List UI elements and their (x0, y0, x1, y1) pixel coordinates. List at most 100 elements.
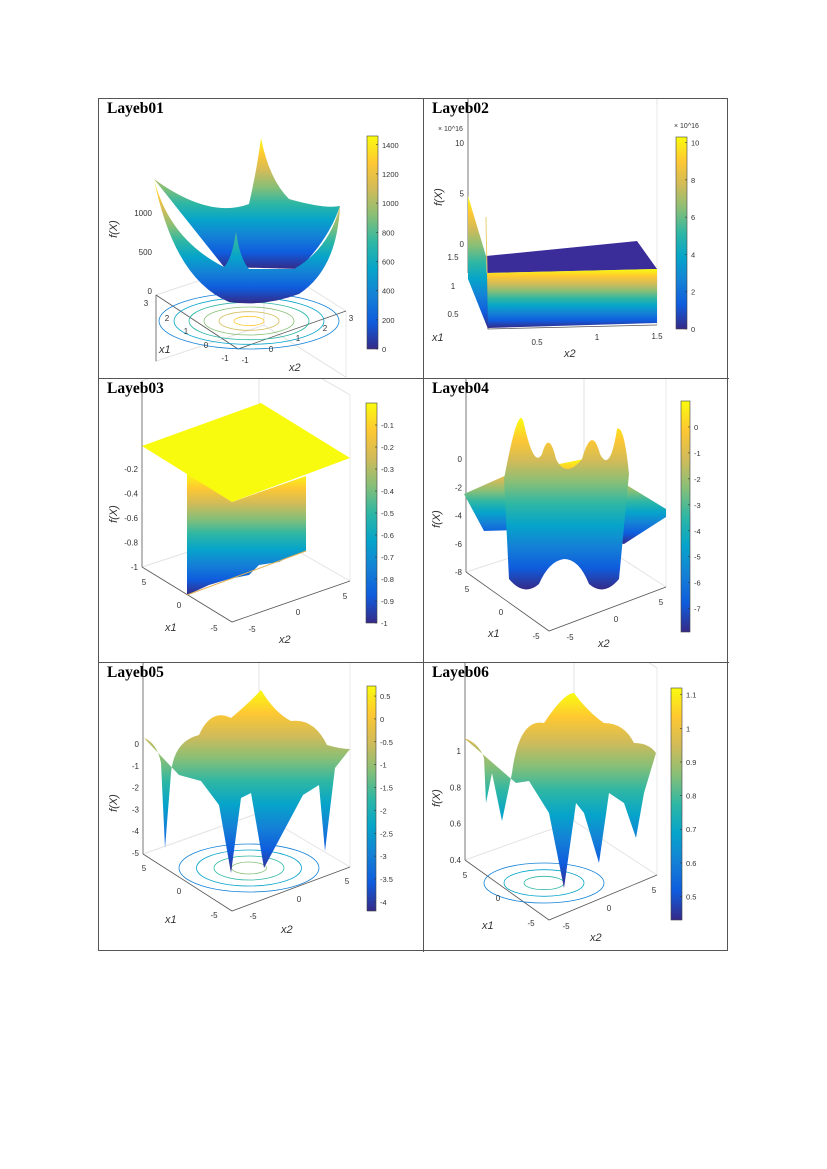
z-tick-label: 1000 (134, 209, 152, 218)
x2-tick-label: 3 (349, 314, 354, 323)
colorbar-tick-label: -0.4 (381, 487, 394, 496)
colorbar-tick-label: 0.5 (686, 892, 696, 901)
grid-top-back (648, 663, 658, 669)
x2-tick-label: 5 (652, 886, 657, 895)
x2-tick-label: 1.5 (651, 332, 663, 341)
colorbar-tick-label: 0 (382, 345, 386, 354)
x1-tick-label: 0 (177, 601, 182, 610)
colorbar-tick-label: -3 (380, 852, 387, 861)
surface-front (154, 179, 340, 304)
plot-layeb06: 1 0.8 0.6 0.4 f(X) 5 0 -5 -5 0 5 x1 x2 1.1 1 0.9 0.8 0.7 0… (431, 663, 696, 944)
z-tick-label: 0 (458, 455, 463, 464)
x2-axis-label: x2 (563, 348, 576, 360)
colorbar-tick-label: -2 (380, 806, 387, 815)
colorbar-tick-label: 0.5 (380, 692, 390, 701)
panel-layeb04: 0 -2 -4 -6 -8 f(X) 5 0 -5 -5 0 5 x1 x2 0 -1 -2 -3 -4 -5 -6 -7… (424, 379, 729, 663)
surface-front (464, 693, 656, 888)
x1-tick-label: 0.5 (447, 310, 459, 319)
z-tick-label: 1 (457, 747, 462, 756)
x1-tick-label: 5 (465, 585, 470, 594)
colorbar-tick-label: 1400 (382, 141, 399, 150)
colorbar-tick-label: -4 (694, 527, 701, 536)
panel-layeb01: 0 500 1000 f(X) 3 2 1 0 -1 -1 0 1 2 3 x1 x2 0 200 400 600 80… (99, 99, 424, 379)
x1-tick-label: 0 (499, 608, 504, 617)
surface-front (504, 418, 629, 590)
colorbar-tick-label: -1 (381, 619, 388, 628)
colorbar-tick-label: 600 (382, 257, 395, 266)
x2-tick-label: -5 (562, 922, 570, 931)
panel-title: Layeb04 (432, 380, 489, 397)
z-axis-label: f(X) (108, 220, 120, 238)
colorbar-tick-label: -2.5 (380, 829, 393, 838)
surface-top-plane (486, 241, 657, 273)
z-axis-label: f(X) (108, 505, 120, 523)
z-tick-label: 0 (460, 240, 465, 249)
x2-tick-label: 0 (296, 608, 301, 617)
z-tick-label: 10 (455, 139, 464, 148)
colorbar-tick-label: 1000 (382, 199, 399, 208)
z-tick-label: 0 (135, 740, 140, 749)
z-tick-label: -3 (132, 805, 140, 814)
contour-line (233, 315, 265, 327)
x1-tick-label: -5 (210, 624, 218, 633)
colorbar-tick-label: 0 (691, 325, 695, 334)
z-tick-label: -5 (132, 849, 140, 858)
colorbar-tick-label: 0 (694, 423, 698, 432)
floor-axes (141, 566, 351, 623)
z-tick-label: 0 (148, 287, 153, 296)
z-axis-label: f(X) (108, 794, 120, 812)
x1-tick-label: 5 (142, 864, 147, 873)
panel-title: Layeb05 (107, 664, 164, 681)
x2-tick-label: 0 (607, 904, 612, 913)
panel-title: Layeb06 (432, 664, 489, 681)
z-axis-label: f(X) (433, 188, 445, 206)
plot-layeb03: -0.2 -0.4 -0.6 -0.8 -1 f(X) 5 0 -5 -5 0 5 x1 x2 -0.1 -0… (108, 379, 394, 646)
x1-axis-label: x1 (164, 622, 177, 634)
z-tick-label: -6 (455, 540, 463, 549)
x1-axis-label: x1 (487, 628, 500, 640)
z-tick-label: 0.8 (450, 783, 462, 792)
contour-line (523, 875, 565, 891)
colorbar-tick-label: -0.7 (381, 553, 394, 562)
contour-line (173, 297, 325, 345)
x1-tick-label: 5 (463, 871, 468, 880)
colorbar-exponent-label: × 10^16 (674, 123, 699, 130)
colorbar-tick-label: 1.1 (686, 691, 696, 700)
figure-table: 0 500 1000 f(X) 3 2 1 0 -1 -1 0 1 2 3 x1 x2 0 200 400 600 80… (98, 98, 729, 952)
surface-front-face (487, 269, 657, 328)
contour-line (231, 861, 267, 875)
floor-axes (465, 571, 667, 632)
colorbar-tick-label: -2 (694, 475, 701, 484)
x2-tick-label: -5 (248, 625, 256, 634)
panel-layeb03: -0.2 -0.4 -0.6 -0.8 -1 f(X) 5 0 -5 -5 0 5 x1 x2 -0.1 -0… (99, 379, 424, 663)
x2-tick-label: 0.5 (531, 338, 543, 347)
colorbar-tick-label: 10 (691, 139, 699, 148)
colorbar-tick-label: -0.2 (381, 443, 394, 452)
x1-axis-label: x1 (431, 332, 444, 344)
panel-title: Layeb01 (107, 100, 164, 117)
x2-axis-label: x2 (278, 634, 291, 646)
x1-tick-label: 0 (177, 887, 182, 896)
contour-line (218, 311, 280, 331)
surface-left-wall (468, 196, 488, 329)
contour-line (196, 849, 302, 887)
x2-tick-label: 2 (323, 324, 328, 333)
x2-axis-label: x2 (589, 932, 602, 944)
grid-top-back (141, 379, 351, 396)
plot-layeb02: 10 5 0 × 10^16 f(X) 1.5 1 0.5 0.5 1 1.5 x1 x2 0 2 4 6 8 10… (431, 99, 699, 360)
z-tick-label: -4 (455, 512, 463, 521)
colorbar-tick-label: -6 (694, 579, 701, 588)
z-tick-label: 5 (460, 190, 465, 199)
colorbar (366, 135, 379, 350)
floor-axes (464, 859, 658, 921)
x1-tick-label: -5 (527, 919, 535, 928)
x1-tick-label: 3 (144, 299, 149, 308)
z-tick-label: 500 (139, 248, 153, 257)
z-tick-label: -1 (131, 563, 139, 572)
colorbar-tick-label: -1.5 (380, 784, 393, 793)
floor-axes (142, 853, 351, 912)
x1-tick-label: 1 (451, 282, 456, 291)
z-tick-label: -0.2 (124, 465, 138, 474)
grid-top-back (656, 99, 658, 105)
z-tick-label: -0.8 (124, 539, 138, 548)
